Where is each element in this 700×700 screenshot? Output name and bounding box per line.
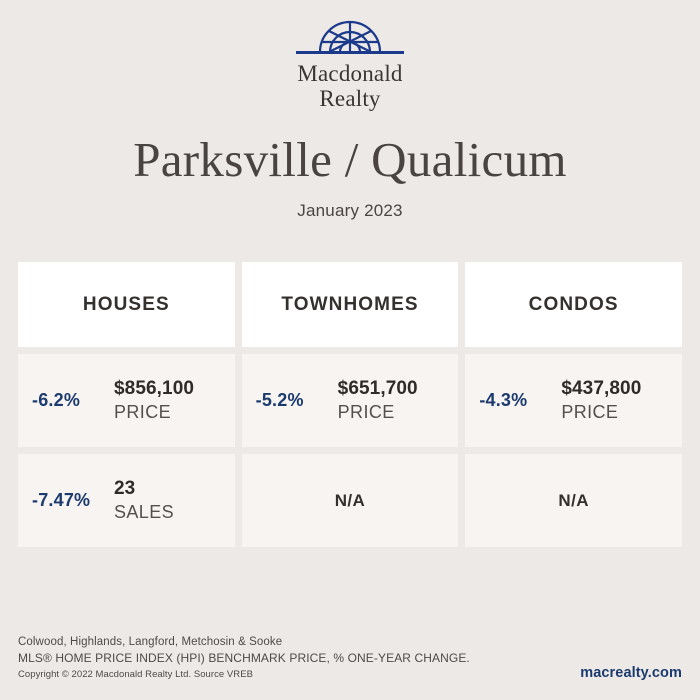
sales-label: SALES [114,501,175,522]
sales-cell-condos: N/A [465,454,682,547]
price-value-block: $437,800 PRICE [561,377,641,424]
price-label: PRICE [337,401,395,422]
price-value: $651,700 [337,377,418,399]
footer-copyright-line: Copyright © 2022 Macdonald Realty Ltd. S… [18,668,253,680]
sales-not-available: N/A [334,490,366,510]
page-title: Parksville / Qualicum [133,131,567,187]
price-value: $856,100 [114,377,195,399]
price-change-percent: -4.3% [479,390,528,410]
price-value: $437,800 [561,377,642,399]
price-cell-townhomes: -5.2% $651,700 PRICE [241,354,459,447]
brand-name-line2: Realty [319,85,381,111]
price-label: PRICE [561,401,619,422]
price-change-percent: -5.2% [255,390,304,410]
price-cell-houses: -6.2% $856,100 PRICE [18,354,235,447]
price-value-block: $856,100 PRICE [114,377,194,424]
card-header-townhomes: TOWNHOMES [241,262,459,347]
card-header-houses: HOUSES [18,262,235,347]
card-header-label: TOWNHOMES [281,293,419,315]
macdonald-realty-dome-icon [296,20,404,54]
page-subtitle: January 2023 [297,201,403,221]
price-cell-condos: -4.3% $437,800 PRICE [465,354,682,447]
footer-methodology-line: MLS® HOME PRICE INDEX (HPI) BENCHMARK PR… [18,651,470,666]
stats-grid: HOUSES TOWNHOMES CONDOS -6.2% $856,100 P… [18,262,682,547]
sales-cell-townhomes: N/A [241,454,459,547]
sales-change-percent: -7.47% [32,490,91,510]
price-change-percent: -6.2% [32,390,81,410]
footer-disclaimer: Colwood, Highlands, Langford, Metchosin … [18,634,470,682]
sales-not-available: N/A [558,490,589,510]
sales-value: 23 [114,477,136,499]
card-header-label: HOUSES [82,293,170,315]
price-value-block: $651,700 PRICE [338,377,418,424]
card-header-condos: CONDOS [465,262,682,347]
footer: Colwood, Highlands, Langford, Metchosin … [18,634,682,682]
price-label: PRICE [114,401,172,422]
website-link[interactable]: macrealty.com [580,665,682,681]
card-header-label: CONDOS [528,293,619,315]
brand-header: Macdonald Realty [0,0,700,112]
brand-name-line1: Macdonald [297,61,403,86]
footer-region-line: Colwood, Highlands, Langford, Metchosin … [18,635,283,648]
sales-cell-houses: -7.47% 23 SALES [18,454,235,547]
sales-value-block: 23 SALES [114,477,174,524]
brand-wordmark: Macdonald Realty [297,61,403,112]
